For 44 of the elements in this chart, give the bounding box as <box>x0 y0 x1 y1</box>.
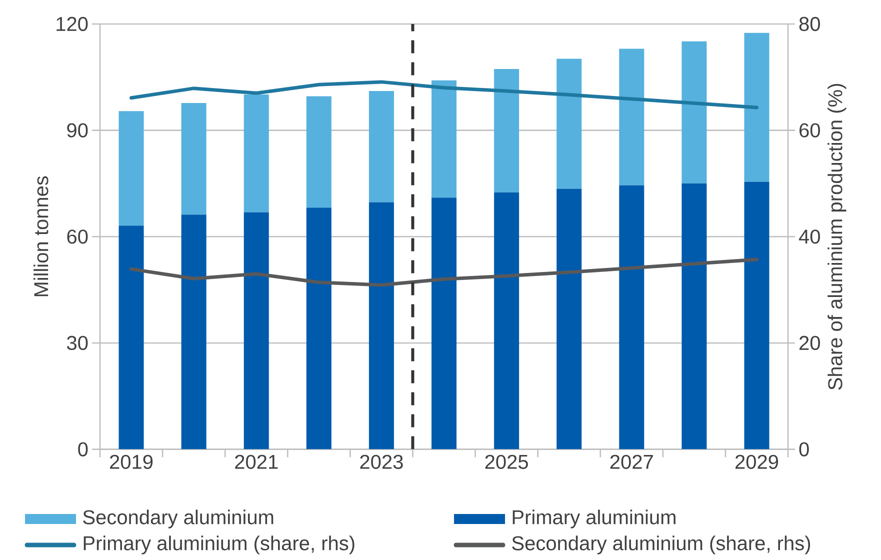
bar <box>244 212 269 450</box>
bar <box>619 48 644 186</box>
bar <box>431 80 457 198</box>
bar <box>306 96 332 208</box>
x-tick-label: 2019 <box>110 454 153 469</box>
bar <box>306 208 332 450</box>
y-axis-title: Million tonnes <box>34 176 48 296</box>
bar <box>619 185 644 450</box>
y-tick-label: 60 <box>67 230 88 244</box>
y-tick-label: 30 <box>67 336 88 350</box>
x-tick-label: 2021 <box>235 454 278 469</box>
bar <box>181 103 206 215</box>
bar <box>181 214 206 450</box>
bar <box>744 32 770 182</box>
y2-axis-title: Share of aluminium production (%) <box>828 84 846 390</box>
y2-tick-label: 40 <box>798 230 820 244</box>
legend-label: Secondary aluminium (share, rhs) <box>512 536 810 554</box>
bar <box>494 69 520 192</box>
y-tick-label: 0 <box>78 442 88 456</box>
x-tick-label: 2029 <box>735 454 778 469</box>
y2-tick-label: 60 <box>800 123 820 138</box>
y2-tick-label: 20 <box>800 336 820 350</box>
x-tick-label: 2023 <box>360 454 403 469</box>
y2-tick-label: 80 <box>799 16 820 32</box>
bar <box>368 90 394 202</box>
legend-label: Secondary aluminium <box>83 510 274 528</box>
bar <box>431 198 457 450</box>
bar <box>556 58 582 189</box>
bar <box>682 183 707 450</box>
bar <box>368 202 394 450</box>
bar <box>244 94 269 212</box>
bar <box>682 41 707 184</box>
y2-tick-label: 0 <box>799 442 809 456</box>
bar <box>494 192 520 450</box>
x-tick-label: 2025 <box>485 454 528 469</box>
bar <box>556 188 582 450</box>
x-tick-label: 2027 <box>610 454 653 469</box>
legend-label: Primary aluminium <box>512 510 676 528</box>
y-tick-label: 120 <box>56 16 88 32</box>
bar <box>744 182 770 450</box>
bar <box>118 111 144 226</box>
y-tick-label: 90 <box>67 123 88 138</box>
legend-label: Primary aluminium (share, rhs) <box>84 536 354 554</box>
bar <box>118 226 144 450</box>
